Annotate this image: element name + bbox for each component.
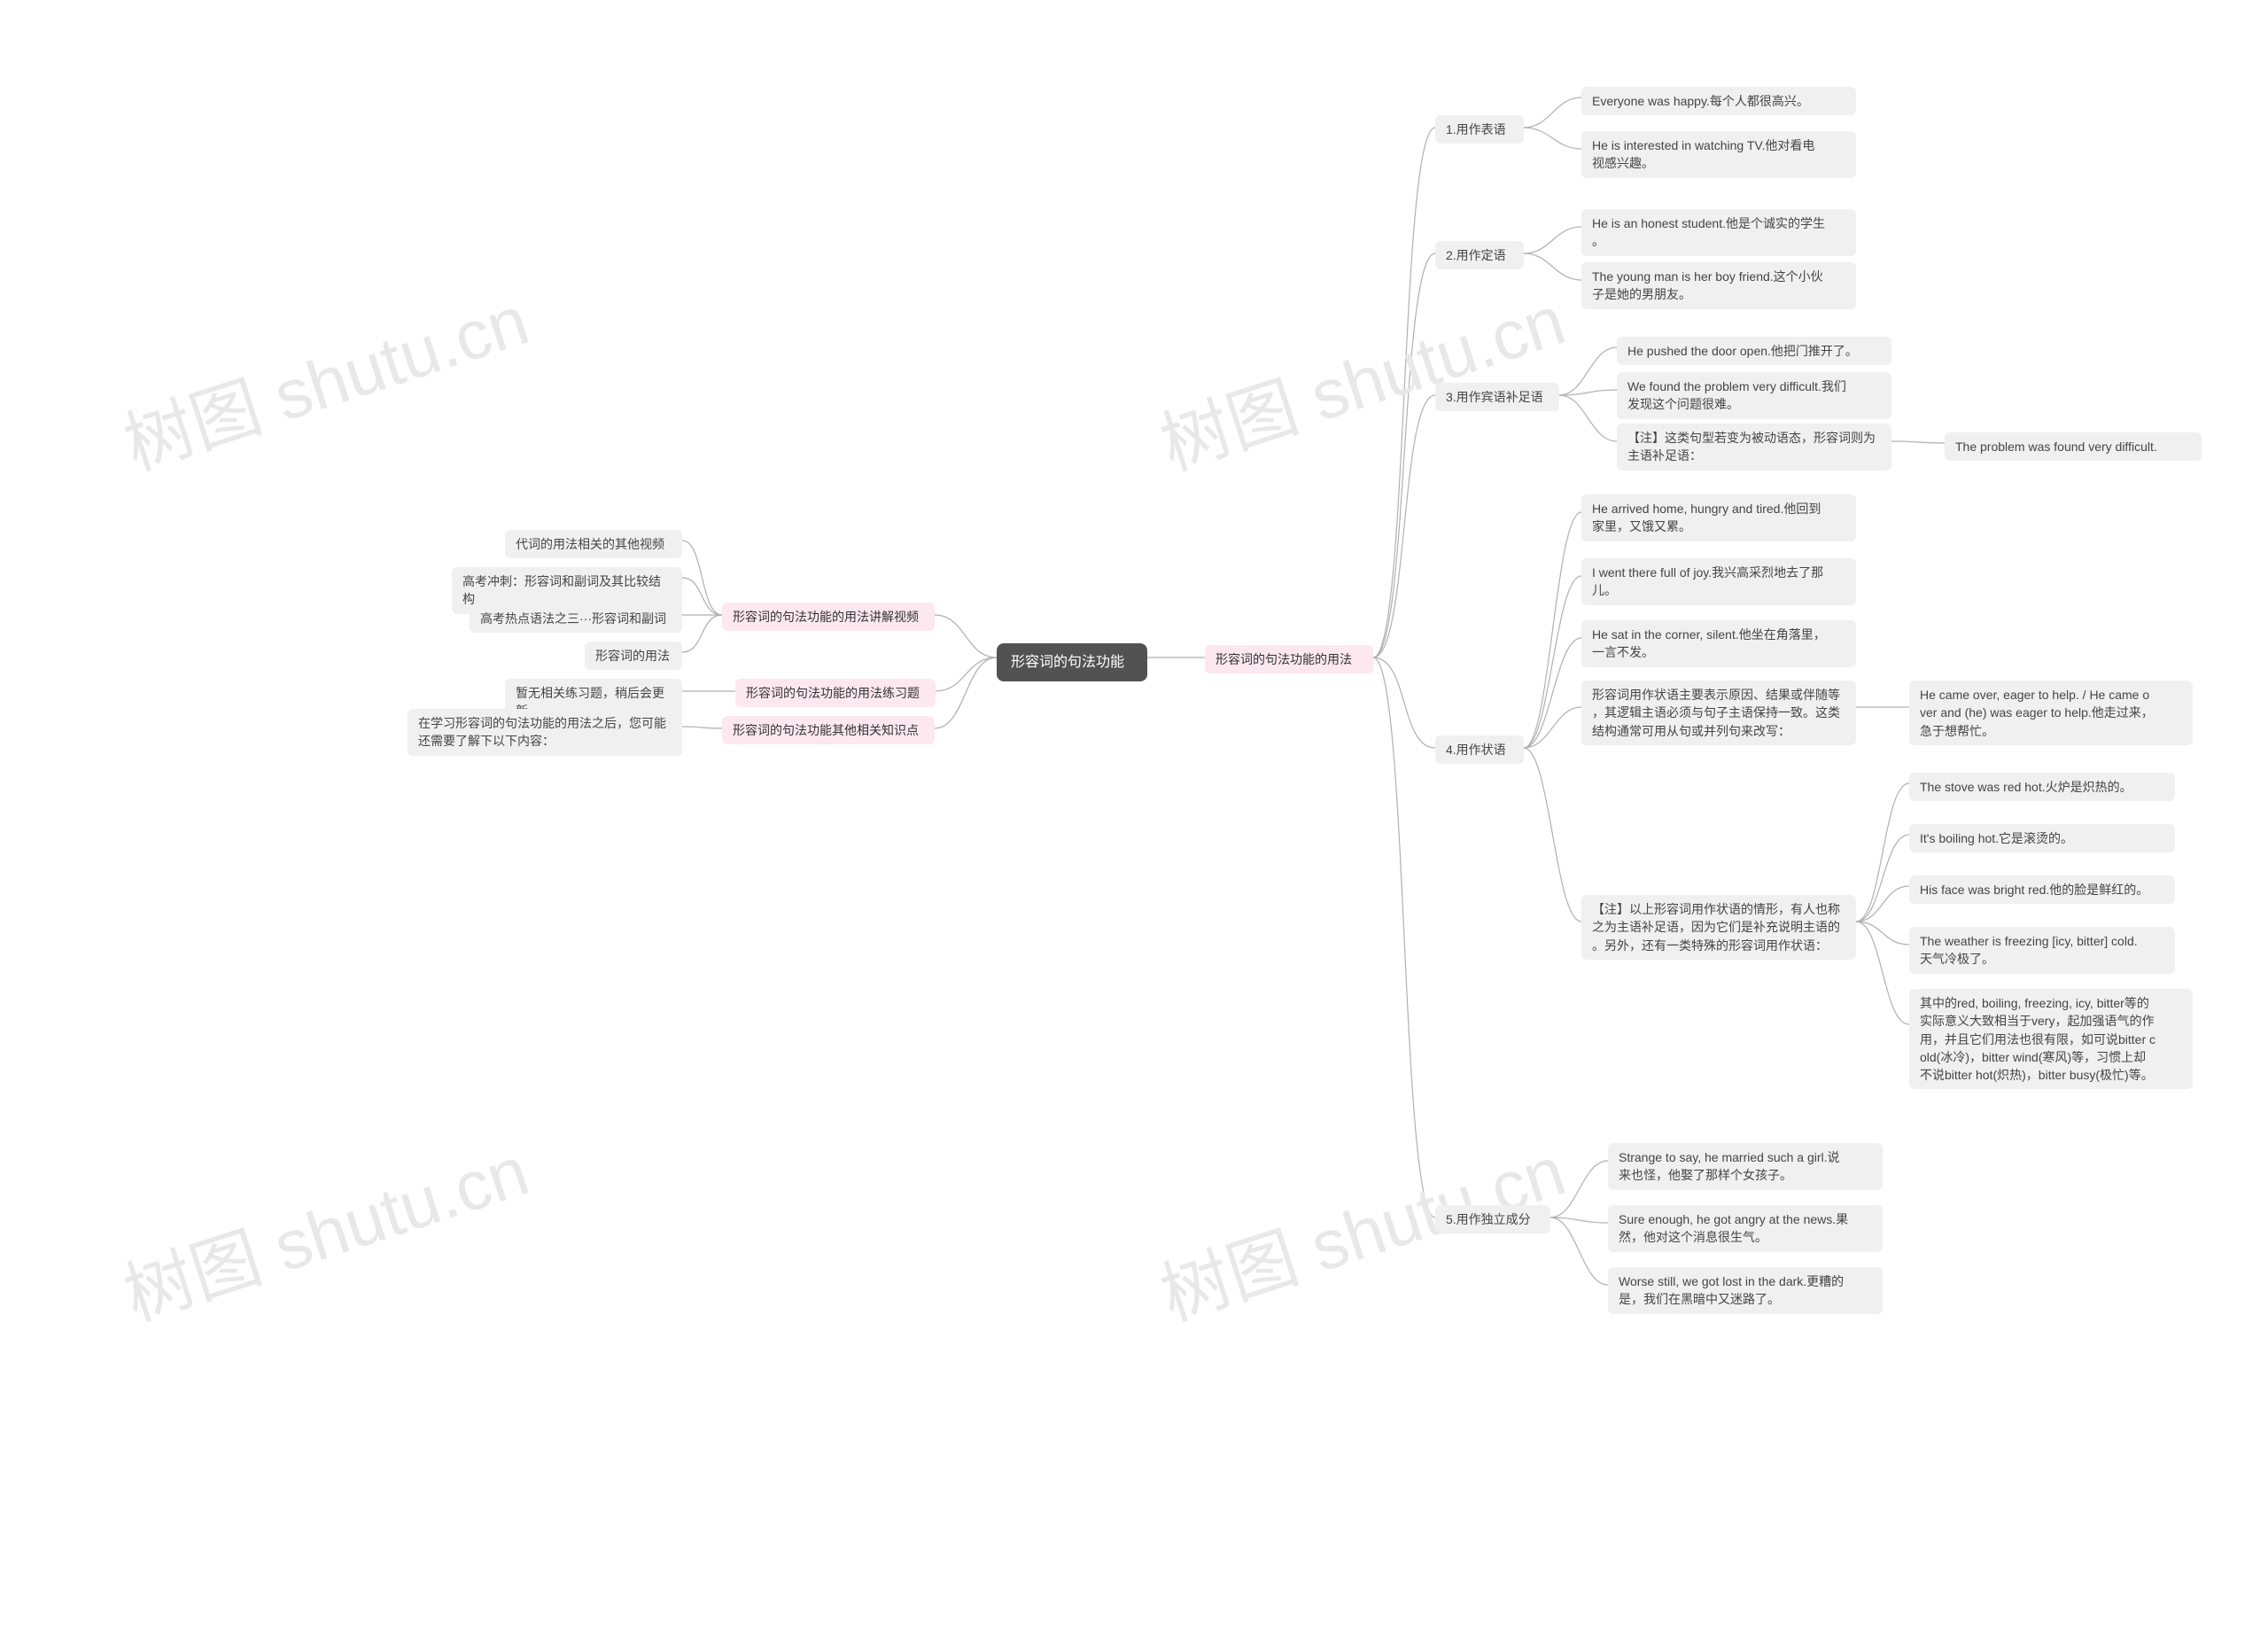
leaf: He is an honest student.他是个诚实的学生 。 — [1581, 209, 1856, 256]
left-branch-related[interactable]: 形容词的句法功能其他相关知识点 — [722, 716, 935, 744]
branch-4[interactable]: 4.用作状语 — [1435, 735, 1524, 764]
leaf: Worse still, we got lost in the dark.更糟的… — [1608, 1267, 1883, 1314]
leaf: He pushed the door open.他把门推开了。 — [1617, 337, 1891, 365]
root-node[interactable]: 形容词的句法功能 — [997, 643, 1147, 681]
leaf: The young man is her boy friend.这个小伙 子是她… — [1581, 262, 1856, 309]
watermark: 树图 shutu.cn — [1146, 266, 1575, 490]
watermark: 树图 shutu.cn — [110, 266, 539, 490]
leaf: He sat in the corner, silent.他坐在角落里， 一言不… — [1581, 620, 1856, 667]
leaf: The problem was found very difficult. — [1945, 432, 2202, 461]
leaf: 在学习形容词的句法功能的用法之后，您可能 还需要了解下以下内容： — [408, 709, 682, 756]
branch-5[interactable]: 5.用作独立成分 — [1435, 1205, 1550, 1233]
leaf: I went there full of joy.我兴高采烈地去了那 儿。 — [1581, 558, 1856, 605]
branch-2[interactable]: 2.用作定语 — [1435, 241, 1524, 269]
branch-3[interactable]: 3.用作宾语补足语 — [1435, 383, 1559, 411]
left-branch-video[interactable]: 形容词的句法功能的用法讲解视频 — [722, 603, 935, 631]
leaf: The stove was red hot.火炉是炽热的。 — [1909, 773, 2175, 801]
leaf: His face was bright red.他的脸是鲜红的。 — [1909, 875, 2175, 904]
leaf: 代词的用法相关的其他视频 — [505, 530, 682, 558]
leaf: We found the problem very difficult.我们 发… — [1617, 372, 1891, 419]
branch-usage[interactable]: 形容词的句法功能的用法 — [1205, 645, 1373, 673]
leaf: Sure enough, he got angry at the news.果 … — [1608, 1205, 1883, 1252]
leaf: 【注】这类句型若变为被动语态，形容词则为 主语补足语： — [1617, 424, 1891, 471]
leaf: 其中的red, boiling, freezing, icy, bitter等的… — [1909, 989, 2193, 1089]
leaf: 形容词用作状语主要表示原因、结果或伴随等 ，其逻辑主语必须与句子主语保持一致。这… — [1581, 681, 1856, 745]
leaf: The weather is freezing [icy, bitter] co… — [1909, 927, 2175, 974]
leaf: Strange to say, he married such a girl.说… — [1608, 1143, 1883, 1190]
leaf: He came over, eager to help. / He came o… — [1909, 681, 2193, 745]
leaf: He arrived home, hungry and tired.他回到 家里… — [1581, 494, 1856, 541]
leaf: Everyone was happy.每个人都很高兴。 — [1581, 87, 1856, 115]
leaf: It's boiling hot.它是滚烫的。 — [1909, 824, 2175, 852]
leaf: 高考热点语法之三···形容词和副词 — [470, 604, 682, 633]
branch-1[interactable]: 1.用作表语 — [1435, 115, 1524, 144]
watermark: 树图 shutu.cn — [110, 1116, 539, 1341]
leaf: He is interested in watching TV.他对看电 视感兴… — [1581, 131, 1856, 178]
leaf: 【注】以上形容词用作状语的情形，有人也称 之为主语补足语，因为它们是补充说明主语… — [1581, 895, 1856, 960]
left-branch-exercise[interactable]: 形容词的句法功能的用法练习题 — [735, 679, 936, 707]
connector-lines — [0, 0, 2268, 1626]
leaf: 形容词的用法 — [585, 642, 682, 670]
